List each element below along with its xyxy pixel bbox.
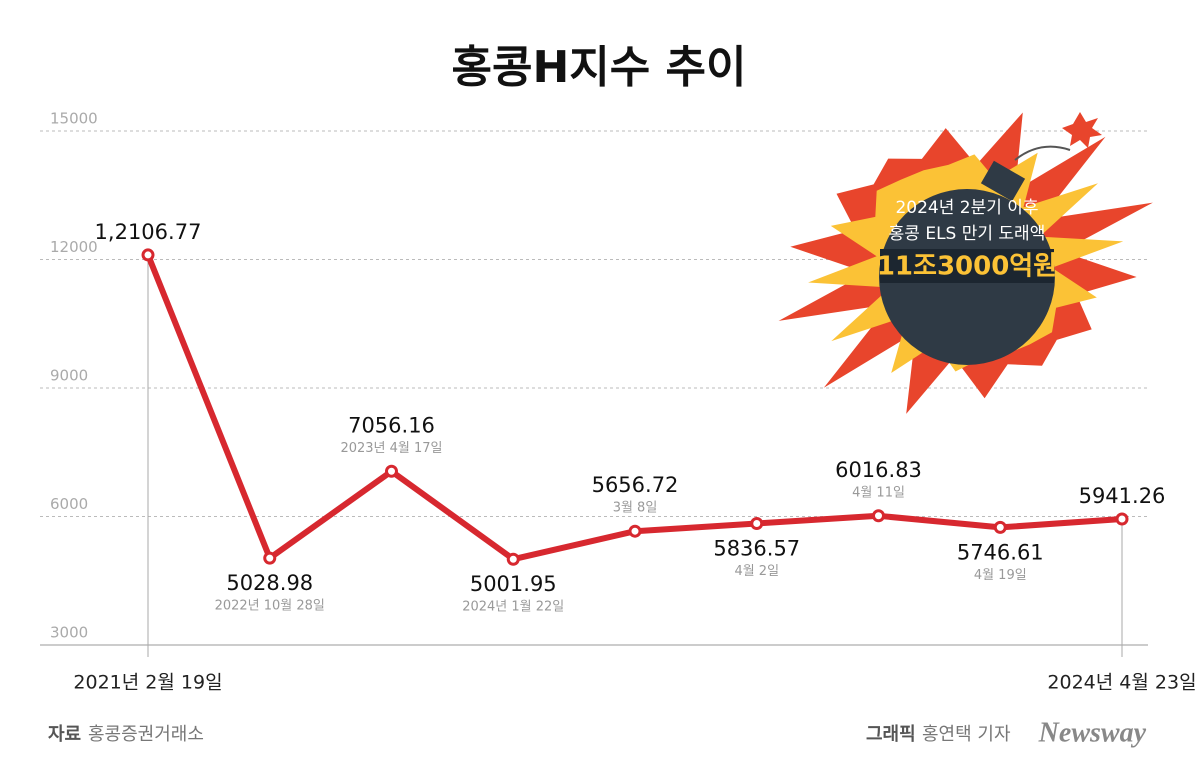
value-label: 5941.26 (1079, 484, 1166, 508)
date-label: 4월 19일 (974, 568, 1027, 583)
point (750, 517, 764, 531)
value-label: 5836.57 (713, 537, 800, 561)
point (263, 551, 277, 565)
value-label: 5028.98 (226, 571, 313, 595)
credit-label: 그래픽 (866, 724, 916, 745)
brand: Newsway (1038, 717, 1147, 748)
y-tick-label: 3000 (50, 624, 88, 642)
value-label: 5746.61 (957, 540, 1044, 564)
point (628, 524, 642, 538)
date-label: 4월 2일 (734, 564, 779, 579)
value-label: 6016.83 (835, 458, 922, 482)
highlight-box (880, 249, 1054, 283)
chart-title: 홍콩H지수 추이 (451, 42, 746, 93)
date-label: 3월 8일 (613, 501, 658, 516)
value-label: 5001.95 (470, 572, 557, 596)
source: 홍콩증권거래소 (88, 724, 204, 745)
credit: 홍연택 기자 (922, 724, 1011, 745)
y-tick-label: 12000 (50, 238, 98, 256)
source-label: 자료 (48, 724, 81, 745)
annotation-highlight: 11조3000억원 (877, 252, 1057, 282)
value-label: 1,2106.77 (95, 220, 202, 244)
y-tick-label: 15000 (50, 110, 98, 128)
value-label: 7056.16 (348, 413, 435, 437)
date-label: 2024년 1월 22일 (462, 600, 564, 615)
annotation-line: 2024년 2분기 이후 (895, 198, 1038, 218)
point (993, 520, 1007, 534)
point (506, 552, 520, 566)
y-tick-label: 6000 (50, 495, 88, 513)
point (872, 509, 885, 523)
bomb-cap (980, 160, 1026, 202)
annotation-line: 홍콩 ELS 만기 도래액 (889, 224, 1046, 244)
point (141, 248, 155, 262)
y-tick-label: 9000 (50, 367, 88, 385)
date-label: 4월 11일 (852, 485, 905, 500)
value-label: 5656.72 (592, 473, 679, 497)
point (385, 464, 398, 478)
date-label: 2022년 10월 28일 (215, 599, 325, 614)
spark (1062, 112, 1102, 148)
fuse (1014, 145, 1071, 161)
x-tick-label: 2021년 2월 19일 (73, 672, 222, 694)
x-tick-label: 2024년 4월 23일 (1047, 672, 1196, 694)
point (1115, 512, 1129, 526)
date-label: 2023년 4월 17일 (340, 441, 442, 456)
